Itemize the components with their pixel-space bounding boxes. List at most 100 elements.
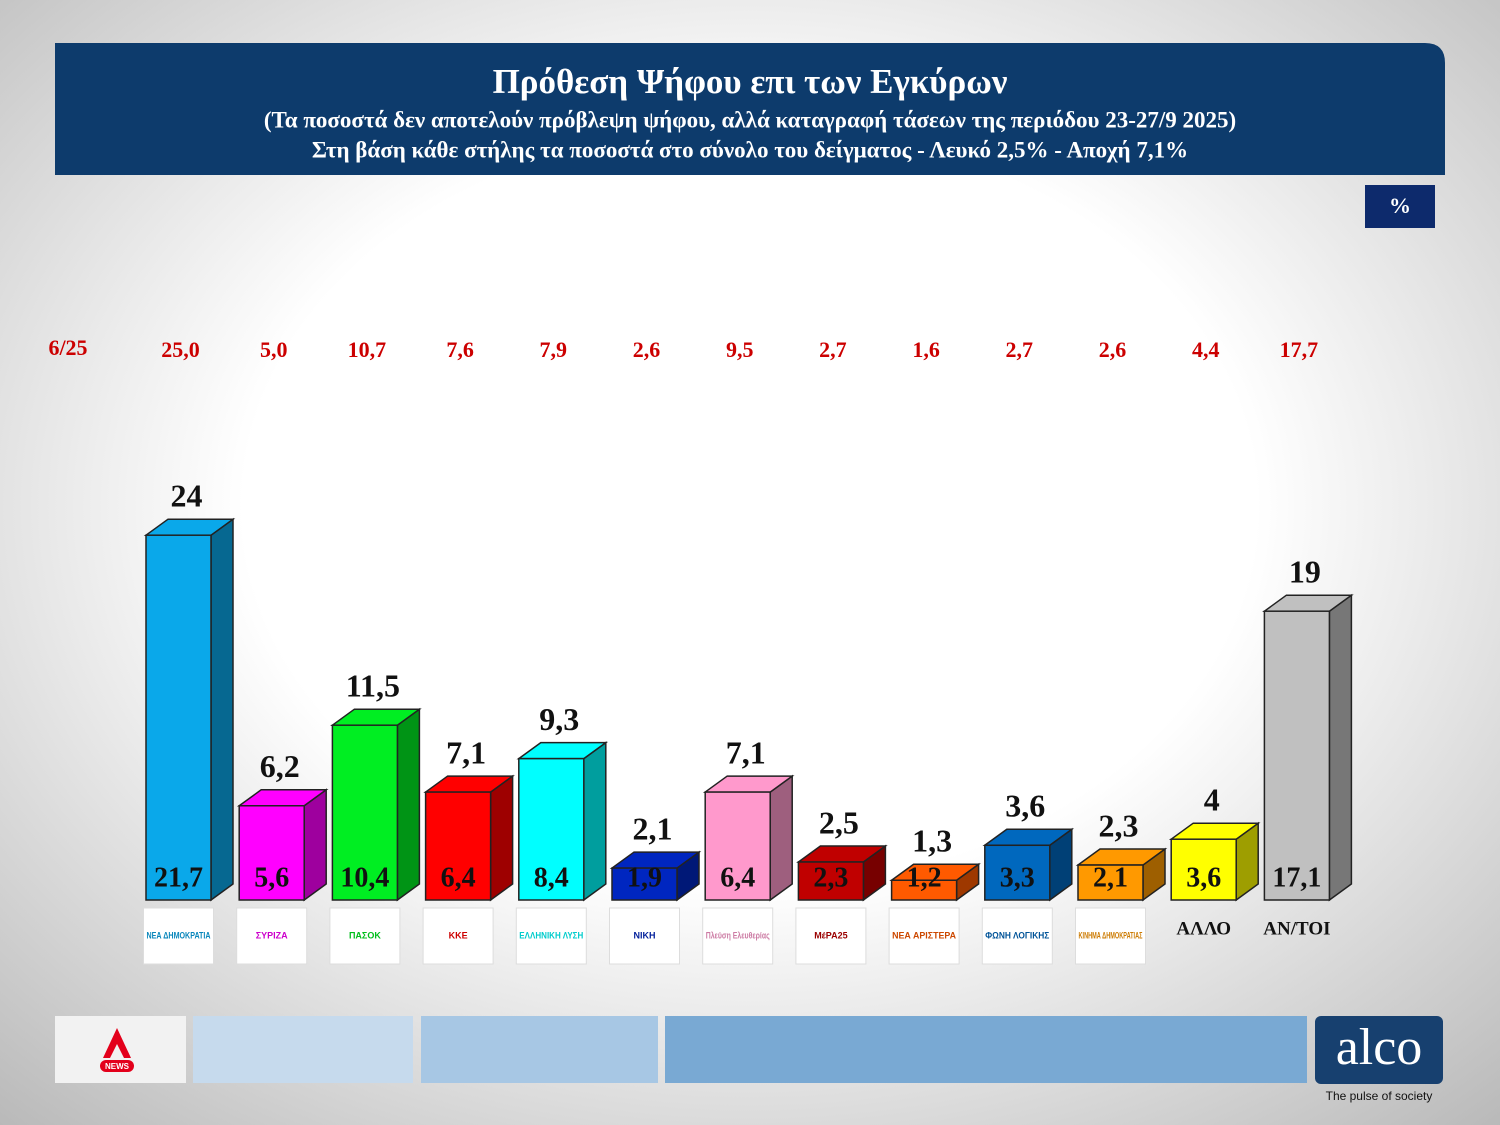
unit-label: % bbox=[1389, 193, 1411, 218]
category-label: ΠΑΣΟΚ bbox=[349, 930, 381, 940]
bar bbox=[704, 791, 771, 901]
previous-value-label: 25,0 bbox=[161, 337, 200, 362]
party-logo bbox=[795, 907, 867, 965]
base-value-label: 10,4 bbox=[340, 862, 389, 893]
party-logo bbox=[515, 907, 587, 965]
base-value-label: 8,4 bbox=[534, 862, 569, 893]
bar bbox=[1263, 610, 1331, 901]
category-label: ΜέΡΑ25 bbox=[814, 930, 847, 940]
footer-band bbox=[421, 1016, 658, 1083]
value-label: 2,1 bbox=[633, 810, 673, 846]
bar-side bbox=[303, 788, 327, 902]
party-logo bbox=[981, 907, 1053, 965]
previous-value-label: 9,5 bbox=[726, 337, 754, 362]
previous-value-label: 2,7 bbox=[1006, 337, 1034, 362]
category-label: ΣΥΡΙΖΑ bbox=[256, 930, 288, 940]
bar bbox=[518, 757, 585, 901]
value-label: 4 bbox=[1204, 782, 1220, 818]
category-label: ΝΙΚΗ bbox=[634, 930, 656, 940]
value-label: 9,3 bbox=[539, 701, 579, 737]
bar-side bbox=[396, 707, 421, 902]
bar bbox=[1170, 838, 1237, 901]
bar-side bbox=[489, 774, 514, 902]
bar bbox=[984, 844, 1051, 901]
previous-value-label: 5,0 bbox=[260, 337, 288, 362]
news-logo bbox=[103, 1028, 131, 1058]
value-label: 3,6 bbox=[1005, 788, 1045, 824]
value-label: 2,3 bbox=[1099, 807, 1139, 843]
news-logo bbox=[100, 1060, 134, 1072]
party-logo bbox=[143, 907, 214, 965]
category-label: ΚΙΝΗΜΑ ΔΗΜΟΚΡΑΤΙΑΣ bbox=[1079, 930, 1143, 940]
previous-value-label: 10,7 bbox=[348, 337, 387, 362]
footer-band bbox=[193, 1016, 413, 1083]
chart-title: Πρόθεση Ψήφου επι των Εγκύρων bbox=[493, 62, 1008, 101]
value-label: 19 bbox=[1289, 554, 1321, 590]
bar bbox=[611, 867, 678, 901]
base-value-label: 17,1 bbox=[1272, 862, 1321, 893]
bar-side bbox=[210, 517, 234, 902]
category-label: ΕΛΛΗΝΙΚΗ ΛΥΣΗ bbox=[519, 930, 583, 940]
bar bbox=[424, 791, 492, 901]
brand-box bbox=[1315, 1016, 1443, 1084]
party-logo bbox=[702, 907, 774, 965]
bar-side bbox=[1328, 593, 1353, 902]
previous-label: 6/25 bbox=[48, 335, 87, 360]
previous-value-label: 7,9 bbox=[540, 337, 568, 362]
previous-value-label: 2,7 bbox=[819, 337, 847, 362]
base-value-label: 3,3 bbox=[1000, 862, 1035, 893]
previous-value-label: 7,6 bbox=[446, 337, 474, 362]
base-value-label: 2,1 bbox=[1093, 862, 1128, 893]
party-logo bbox=[609, 907, 680, 965]
value-label: 7,1 bbox=[446, 734, 486, 770]
plot: 24 21,7 25,0 ΝΕΑ ΔΗΜΟΚΡΑΤΙΑ 6,2 5,6 5,0 ΣΥΡΙΖΑ 1… bbox=[143, 337, 1354, 965]
bar bbox=[331, 724, 399, 901]
party-logo bbox=[888, 907, 960, 965]
value-label: 6,2 bbox=[260, 748, 300, 784]
bar-side bbox=[583, 741, 607, 902]
category-label: ΑΛΛΟ bbox=[1176, 918, 1231, 939]
category-label: ΦΩΝΗ ΛΟΓΙΚΗΣ bbox=[985, 930, 1050, 940]
base-value-label: 5,6 bbox=[254, 862, 289, 893]
value-label: 1,3 bbox=[912, 823, 952, 859]
brand: alco bbox=[1336, 1019, 1423, 1076]
footer-band bbox=[665, 1016, 1307, 1083]
category-label: ΑΝ/ΤΟΙ bbox=[1263, 918, 1330, 939]
base-value-label: 6,4 bbox=[441, 862, 476, 893]
previous-value-label: 2,6 bbox=[1099, 337, 1127, 362]
previous-value-label: 17,7 bbox=[1280, 337, 1319, 362]
tagline: The pulse of society bbox=[1326, 1089, 1433, 1103]
category-label: ΚΚΕ bbox=[449, 930, 468, 940]
bar bbox=[1077, 864, 1144, 901]
value-label: 2,5 bbox=[819, 804, 859, 840]
party-logo bbox=[329, 907, 401, 965]
base-value-label: 1,2 bbox=[907, 862, 942, 893]
news-text: NEWS bbox=[105, 1062, 130, 1071]
category-label: Πλεύση Ελευθερίας bbox=[706, 930, 770, 940]
base-value-label: 21,7 bbox=[154, 862, 203, 893]
unit-box bbox=[1365, 185, 1435, 228]
party-logo bbox=[422, 907, 494, 965]
base-value-label: 3,6 bbox=[1186, 862, 1221, 893]
bar bbox=[890, 879, 958, 901]
value-label: 7,1 bbox=[726, 734, 766, 770]
category-label: ΝΕΑ ΑΡΙΣΤΕΡΑ bbox=[892, 930, 956, 940]
party-logo bbox=[1075, 907, 1146, 965]
previous-value-label: 4,4 bbox=[1192, 337, 1220, 362]
value-label: 24 bbox=[171, 478, 203, 514]
base-value-label: 6,4 bbox=[720, 862, 755, 893]
bar bbox=[797, 861, 865, 901]
previous-value-label: 2,6 bbox=[633, 337, 661, 362]
subtitle: Στη βάση κάθε στήλης τα ποσοστά στο σύνο… bbox=[312, 137, 1188, 162]
bar bbox=[238, 805, 305, 901]
base-value-label: 2,3 bbox=[813, 862, 848, 893]
subtitle: (Τα ποσοστά δεν αποτελούν πρόβλεψη ψήφου… bbox=[264, 107, 1236, 132]
previous-value-label: 1,6 bbox=[912, 337, 940, 362]
bar-side bbox=[769, 774, 793, 902]
category-label: ΝΕΑ ΔΗΜΟΚΡΑΤΙΑ bbox=[147, 930, 211, 940]
header-box bbox=[55, 43, 1445, 175]
party-logo bbox=[236, 907, 308, 965]
bar bbox=[145, 534, 212, 901]
value-label: 11,5 bbox=[346, 668, 400, 704]
